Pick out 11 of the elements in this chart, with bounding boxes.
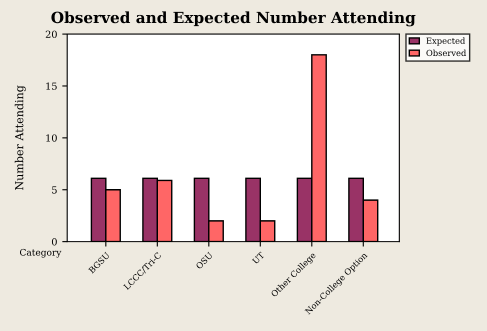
- x-tick-label: UT: [252, 252, 265, 265]
- y-tick-label: 5: [52, 186, 57, 194]
- chart-title: Observed and Expected Number Attending: [51, 11, 416, 26]
- y-axis-title: Number Attending: [14, 86, 26, 190]
- legend-label: Expected: [426, 37, 466, 46]
- y-tick-label: 10: [46, 134, 57, 142]
- y-tick-label: 0: [52, 238, 57, 246]
- y-tick-label: 15: [46, 82, 57, 90]
- legend-label: Observed: [426, 50, 466, 56]
- x-axis-title: Category: [20, 248, 62, 258]
- y-tick-label: 20: [46, 30, 57, 38]
